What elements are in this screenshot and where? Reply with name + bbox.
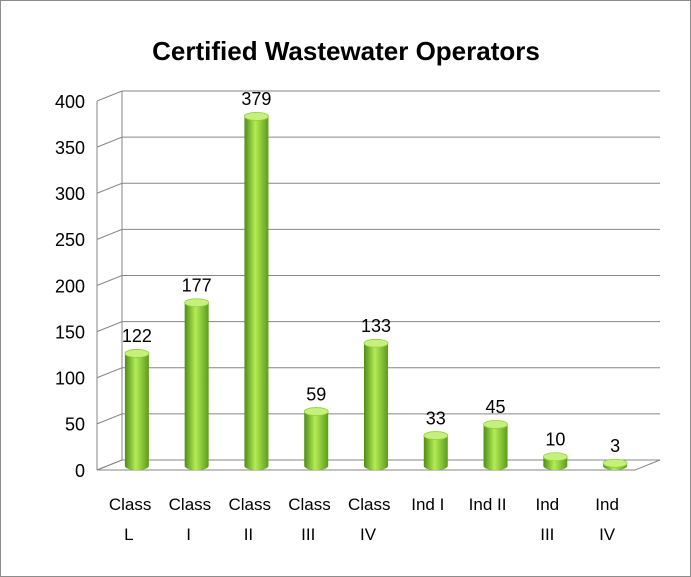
y-tick-label: 350: [55, 138, 85, 158]
x-tick-label: Ind II: [468, 495, 507, 514]
x-tick-label: Ind III: [535, 495, 560, 544]
bar-top: [124, 349, 150, 358]
value-label: 177: [182, 275, 212, 295]
grid-line: [96, 90, 660, 102]
value-label: 59: [306, 384, 326, 404]
bar-top: [602, 458, 628, 468]
x-tick-label: Class L: [108, 495, 152, 544]
bar-body: [423, 435, 448, 470]
bar-top: [184, 298, 210, 308]
bar: [602, 458, 628, 470]
bar-top: [542, 452, 568, 462]
x-tick-label: Class II: [228, 495, 271, 544]
value-label: 45: [486, 397, 506, 417]
value-label: 379: [241, 89, 271, 109]
x-tick-label-box: Ind III: [535, 495, 560, 544]
x-tick-label: Ind IV: [595, 495, 619, 544]
grid-line: [96, 459, 660, 471]
bar-top: [303, 407, 329, 416]
x-tick-label-box: Class IV: [348, 495, 391, 544]
bar-top: [483, 420, 508, 429]
bar: [244, 111, 269, 470]
value-label: 10: [545, 430, 565, 450]
y-tick-label: 400: [55, 92, 85, 112]
x-tick-label-box: Class I: [168, 495, 212, 544]
grid-line: [96, 367, 660, 379]
x-tick-label-box: Class II: [228, 495, 271, 544]
grid-line: [96, 228, 660, 240]
bar-body: [184, 302, 209, 470]
bar-top: [363, 338, 389, 348]
value-label: 133: [361, 316, 391, 336]
y-tick-label: 200: [55, 276, 85, 296]
bar-body: [543, 456, 568, 470]
bar: [483, 420, 508, 470]
x-tick-label-box: Class L: [108, 495, 152, 544]
bar: [303, 407, 329, 470]
grid-line: [96, 413, 660, 425]
x-tick-label: Class IV: [348, 495, 391, 544]
bar: [423, 431, 449, 470]
y-tick-label: 300: [55, 184, 85, 204]
bar-top: [244, 111, 269, 121]
bar-body: [364, 343, 389, 470]
bar: [124, 349, 150, 470]
bar-top: [423, 431, 449, 440]
x-tick-label: Ind I: [411, 495, 445, 514]
grid-line: [96, 136, 660, 148]
bar: [184, 298, 210, 470]
x-tick-label: Class I: [168, 495, 212, 544]
chart-title: Certified Wastewater Operators: [152, 36, 540, 66]
x-tick-label: Class III: [288, 495, 331, 544]
bar-body: [244, 116, 269, 470]
x-tick-label-box: Ind I: [411, 495, 445, 514]
x-tick-label-box: Class III: [288, 495, 331, 544]
x-tick-label-box: Ind IV: [595, 495, 619, 544]
bar-body: [304, 411, 329, 470]
bar-body: [124, 353, 149, 470]
y-tick-label: 0: [75, 461, 85, 481]
bar: [363, 338, 389, 470]
y-tick-label: 50: [65, 415, 85, 435]
value-label: 3: [610, 436, 620, 456]
grid-line: [96, 182, 660, 194]
grid-line: [96, 275, 660, 286]
value-label: 122: [122, 326, 152, 346]
bar-body: [483, 424, 508, 470]
y-tick-label: 100: [55, 369, 85, 389]
y-tick-label: 150: [55, 322, 85, 342]
y-tick-label: 250: [55, 230, 85, 250]
bar: [542, 452, 568, 470]
bar-body: [603, 463, 628, 470]
x-tick-label-box: Ind II: [468, 495, 507, 514]
value-label: 33: [426, 408, 446, 428]
grid-line: [96, 321, 660, 333]
